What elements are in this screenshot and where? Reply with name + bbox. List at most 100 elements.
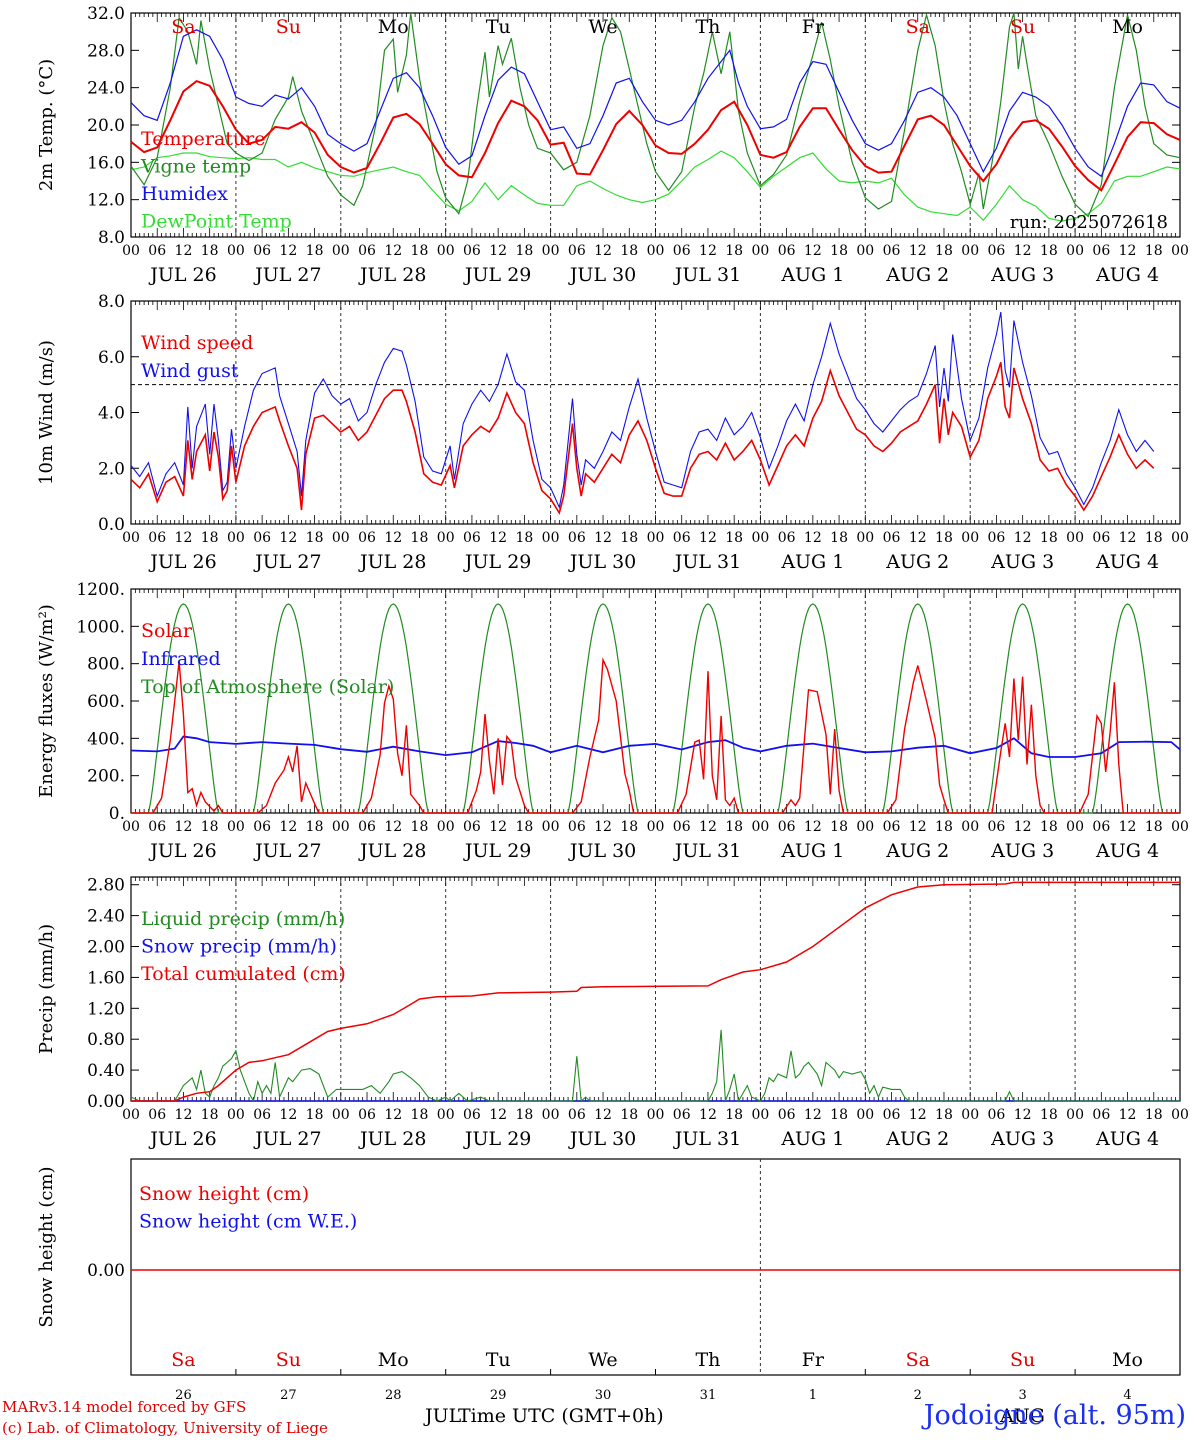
wind-hour-label: 06 <box>778 530 796 546</box>
temp-hour-label: 18 <box>830 243 848 259</box>
energy-plot-frame <box>130 588 1181 814</box>
temp-hour-label: 18 <box>1040 243 1058 259</box>
precip-hour-label: 06 <box>673 1107 691 1123</box>
wind-hour-label: 06 <box>988 530 1006 546</box>
precip-legend-item: Liquid precip (mm/h) <box>141 908 345 930</box>
temp-legend-item: Vigne temp <box>140 156 251 178</box>
temp-hour-label: 18 <box>515 243 533 259</box>
wind-date-label: AUG 4 <box>1095 551 1159 573</box>
temp-hour-label: 06 <box>358 243 376 259</box>
energy-hour-label: 06 <box>883 819 901 835</box>
energy-hour-label: 00 <box>751 819 769 835</box>
temp-y-label: 28.0 <box>87 41 125 61</box>
precip-y-label: 1.60 <box>87 968 125 988</box>
temp-hour-label: 06 <box>148 243 166 259</box>
snow-day-number: 29 <box>490 1388 507 1403</box>
temp-hour-label: 06 <box>778 243 796 259</box>
energy-hour-label: 12 <box>489 819 507 835</box>
wind-hour-label: 18 <box>201 530 219 546</box>
energy-hour-label: 18 <box>620 819 638 835</box>
temp-hour-label: 12 <box>489 243 507 259</box>
temp-hour-label: 12 <box>699 243 717 259</box>
wind-hour-label: 18 <box>411 530 429 546</box>
energy-date-label: JUL 29 <box>463 840 531 862</box>
snow-weekday-label: We <box>588 1349 617 1371</box>
precip-date-label: AUG 2 <box>885 1128 949 1150</box>
temp-legend-item: Humidex <box>141 183 228 205</box>
temp-y-label: 16.0 <box>87 153 125 173</box>
wind-plot-frame <box>130 300 1181 525</box>
wind-hour-label: 12 <box>909 530 927 546</box>
energy-hour-label: 06 <box>778 819 796 835</box>
temp-weekday-label: Sa <box>171 16 195 38</box>
temp-date-label: JUL 31 <box>673 264 741 286</box>
wind-hour-label: 00 <box>227 530 245 546</box>
x-axis-title: Time UTC (GMT+0h) <box>458 1405 664 1427</box>
wind-hour-label: 00 <box>437 530 455 546</box>
energy-hour-label: 06 <box>253 819 271 835</box>
wind-hour-label: 12 <box>804 530 822 546</box>
month-right-label: AUG <box>1000 1405 1045 1427</box>
wind-hour-label: 18 <box>1145 530 1163 546</box>
temp-hour-label: 06 <box>463 243 481 259</box>
temp-y-label: 20.0 <box>87 116 125 136</box>
precip-hour-label: 12 <box>489 1107 507 1123</box>
temp-hour-label: 18 <box>725 243 743 259</box>
precip-legend-item: Snow precip (mm/h) <box>141 936 337 958</box>
temp-hour-label: 12 <box>594 243 612 259</box>
precip-hour-label: 00 <box>1171 1107 1189 1123</box>
wind-date-label: JUL 27 <box>253 551 321 573</box>
wind-date-label: JUL 30 <box>568 551 636 573</box>
temp-hour-label: 00 <box>961 243 979 259</box>
energy-hour-label: 12 <box>909 819 927 835</box>
precip-hour-label: 18 <box>201 1107 219 1123</box>
snow-day-number: 28 <box>385 1388 402 1403</box>
wind-hour-label: 18 <box>830 530 848 546</box>
precip-hour-label: 00 <box>751 1107 769 1123</box>
energy-hour-label: 00 <box>647 819 665 835</box>
energy-date-label: JUL 26 <box>148 840 216 862</box>
wind-hour-label: 12 <box>279 530 297 546</box>
temp-weekday-label: Su <box>1010 16 1035 38</box>
snow-weekday-label: Sa <box>171 1349 195 1371</box>
wind-series-wind-speed <box>130 362 1155 515</box>
wind-hour-label: 18 <box>620 530 638 546</box>
wind-hour-label: 00 <box>647 530 665 546</box>
temp-hour-label: 06 <box>1092 243 1110 259</box>
temp-weekday-label: Mo <box>378 16 409 38</box>
temp-y-label: 12.0 <box>87 191 125 211</box>
snow-day-number: 30 <box>595 1388 612 1403</box>
energy-hour-label: 12 <box>1014 819 1032 835</box>
precip-hour-label: 06 <box>463 1107 481 1123</box>
precip-date-label: AUG 4 <box>1095 1128 1159 1150</box>
wind-hour-label: 06 <box>883 530 901 546</box>
temp-hour-label: 06 <box>673 243 691 259</box>
precip-y-label: 0.40 <box>87 1061 125 1081</box>
wind-hour-label: 12 <box>384 530 402 546</box>
precip-hour-label: 12 <box>804 1107 822 1123</box>
snow-weekday-label: Tu <box>486 1349 511 1371</box>
temp-hour-label: 00 <box>751 243 769 259</box>
temp-hour-label: 06 <box>253 243 271 259</box>
energy-hour-label: 00 <box>122 819 140 835</box>
precip-series-total-cumulated-cm- <box>131 881 1180 1102</box>
energy-legend-item: Top of Atmosphere (Solar) <box>141 676 394 698</box>
wind-hour-label: 18 <box>725 530 743 546</box>
precip-hour-label: 12 <box>175 1107 193 1123</box>
snow-legend-item: Snow height (cm W.E.) <box>139 1211 357 1233</box>
wind-date-label: AUG 2 <box>885 551 949 573</box>
energy-series-solar <box>131 657 1180 814</box>
temp-hour-label: 06 <box>988 243 1006 259</box>
wind-hour-label: 18 <box>1040 530 1058 546</box>
temp-hour-label: 12 <box>909 243 927 259</box>
temp-hour-label: 00 <box>332 243 350 259</box>
month-left-label: JUL <box>425 1405 462 1427</box>
wind-hour-label: 12 <box>175 530 193 546</box>
wind-series-wind-gust <box>130 311 1155 510</box>
temp-date-label: JUL 26 <box>148 264 216 286</box>
precip-hour-label: 00 <box>961 1107 979 1123</box>
wind-date-label: JUL 26 <box>148 551 216 573</box>
temp-hour-label: 18 <box>201 243 219 259</box>
precip-hour-label: 00 <box>122 1107 140 1123</box>
